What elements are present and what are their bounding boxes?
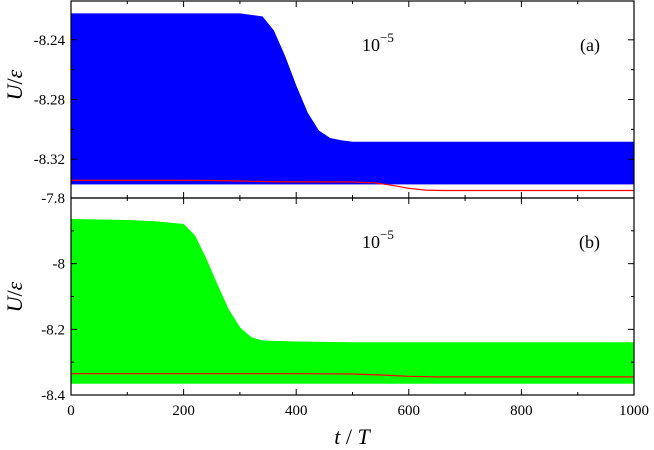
annotation-base: 10 [362,35,380,55]
y-label-unit: ε [2,69,27,78]
energy-band-a [71,13,634,185]
y-label-var: U [2,82,27,100]
energy-band-b [71,218,634,384]
y-tick-label: -8.28 [34,93,65,109]
panel-b: 0 200 400 600 800 1000 -7.8 -8 -8.2 -8.4 10−5 (b) [41,191,649,419]
y-tick-label: -7.8 [41,191,65,207]
x-tick-label: 0 [67,403,75,419]
plot-area-a [71,13,634,192]
x-tick-label: 1000 [619,403,649,419]
x-label-sep: / [340,424,357,449]
panel-tag-a: (a) [580,35,600,56]
y-label-var: U [2,294,27,312]
x-tick-label: 200 [172,403,195,419]
y-tick-label: -8.2 [41,322,65,338]
x-tick-label: 400 [285,403,308,419]
y-label-unit: ε [2,281,27,290]
panel-a: -8.24 -8.28 -8.32 10−5 (a) [34,0,635,199]
x-axis-label: t / T [334,424,371,449]
y-axis-label-a: U/ε [2,69,27,100]
rate-annotation-b: 10−5 [362,227,394,252]
x-tick-label: 600 [398,403,421,419]
y-tick-label: -8.24 [34,33,66,49]
annotation-base: 10 [362,232,380,252]
y-axis-label-b: U/ε [2,281,27,312]
plot-area-b [71,218,634,384]
y-tick-label: -8.4 [41,388,65,404]
x-tick-label: 800 [510,403,533,419]
x-label-unit: T [358,424,372,449]
y-tick-label: -8.32 [34,152,65,168]
y-label-sep: / [2,77,27,84]
annotation-exponent: −5 [380,227,394,242]
panel-tag-b: (b) [579,232,600,253]
x-label-var: t [334,424,341,449]
rate-annotation-a: 10−5 [362,30,394,55]
annotation-exponent: −5 [380,30,394,45]
mean-energy-line-a [71,179,634,192]
y-tick-label: -8 [53,257,66,273]
mean-energy-line-b [71,373,634,378]
y-label-sep: / [2,289,27,296]
